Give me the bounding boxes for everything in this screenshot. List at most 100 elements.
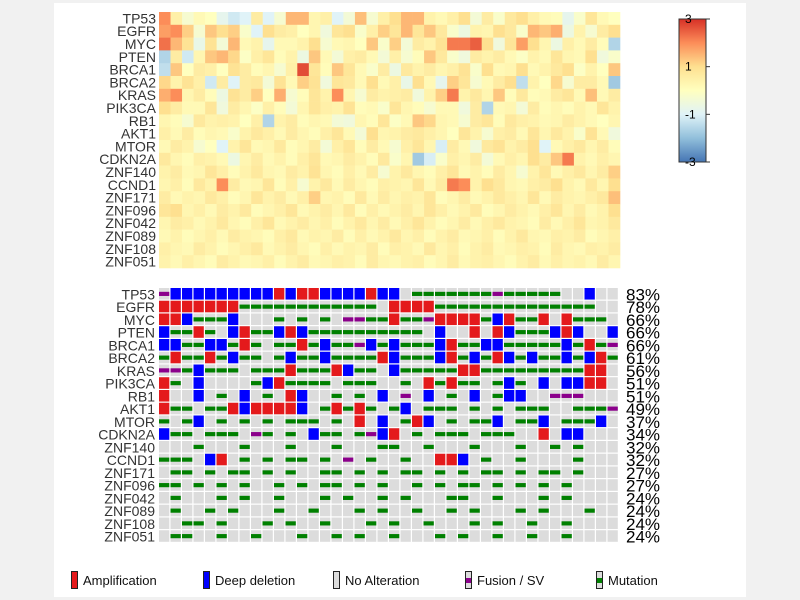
heatmap-cell (366, 255, 379, 269)
heatmap-cell (562, 178, 575, 192)
oncoprint-cell (596, 466, 607, 479)
heatmap-cell (354, 114, 367, 128)
mutation-mark (515, 419, 526, 424)
oncoprint-cell (228, 441, 239, 453)
heatmap-cell (493, 127, 506, 141)
heatmap-cell (366, 216, 379, 230)
heatmap-cell (401, 63, 413, 77)
mutation-mark (469, 508, 480, 513)
heatmap-cell (366, 140, 379, 154)
mutation-mark (515, 457, 526, 462)
oncoprint-cell (607, 453, 618, 466)
oncoprint-cell (469, 466, 480, 479)
mutation-mark (423, 291, 434, 296)
oncoprint-cell (308, 313, 319, 326)
mutation-mark (320, 457, 331, 462)
heatmap-cell (366, 12, 379, 26)
mutation-mark (377, 495, 388, 500)
heatmap-cell (331, 24, 344, 38)
mutation-mark (538, 406, 549, 411)
fusion-mark (492, 291, 503, 296)
oncoprint-cell (354, 517, 365, 530)
oncoprint-cell (446, 466, 457, 479)
heatmap-cell (343, 12, 356, 26)
heatmap-cell (205, 216, 217, 230)
heatmap-cell (573, 216, 586, 230)
mutation-mark (297, 317, 308, 322)
mutation-mark (515, 342, 526, 347)
mutation-mark (400, 470, 411, 475)
heatmap-cell (527, 204, 540, 218)
heatmap-cell (608, 101, 621, 115)
heatmap-cell (539, 140, 552, 154)
heatmap-cell (331, 37, 344, 51)
fusion-mark (607, 406, 618, 411)
oncoprint-row-labels: TP53EGFRMYCPTENBRCA1BRCA2KRASPIK3CARB1AK… (98, 286, 155, 544)
heatmap-cell (389, 165, 402, 179)
heatmap-cell (493, 12, 506, 26)
heatmap-cell (216, 255, 229, 269)
heatmap-cell (343, 24, 356, 38)
mutation-mark (354, 381, 365, 386)
oncoprint-cell (584, 428, 595, 440)
heatmap-cell (216, 204, 229, 218)
amplification-mark (446, 453, 457, 466)
heatmap-cell (424, 255, 436, 269)
heatmap-cell (470, 242, 483, 256)
oncoprint-cell (423, 428, 434, 440)
mutation-mark (389, 330, 400, 335)
oncoprint-label-pten: PTEN (118, 325, 155, 341)
oncoprint-cell (573, 479, 584, 491)
oncoprint-cell (262, 313, 273, 326)
amplification-mark (331, 402, 342, 415)
heatmap-cell (262, 178, 275, 192)
oncoprint-cell (446, 530, 457, 542)
legend-label-amplification: Amplification (83, 572, 157, 588)
mutation-mark (308, 330, 319, 335)
heatmap-cell (320, 76, 333, 90)
oncoprint-cell (584, 453, 595, 466)
oncoprint-cell (159, 504, 170, 517)
heatmap-cell (435, 216, 448, 230)
mutation-mark (515, 291, 526, 296)
mutation-mark (193, 317, 204, 322)
mutation-mark (262, 330, 273, 335)
heatmap-cell (159, 24, 171, 38)
heatmap-cell (320, 37, 333, 51)
heatmap-cell (193, 255, 206, 269)
heatmap-grid (159, 12, 621, 269)
oncoprint-cell (446, 441, 457, 453)
oncoprint-cell (527, 479, 538, 491)
heatmap-cell (596, 140, 609, 154)
mutation-mark (182, 330, 193, 335)
mutation-mark (435, 483, 446, 488)
heatmap-cell (182, 140, 194, 154)
heatmap-cell (274, 63, 287, 77)
heatmap-cell (354, 255, 367, 269)
oncoprint-label-egfr: EGFR (116, 299, 155, 315)
deep-deletion-mark (389, 364, 400, 377)
heatmap-cell (377, 165, 390, 179)
heatmap-cell (504, 88, 517, 102)
deep-deletion-mark (550, 326, 561, 338)
mutation-mark (297, 534, 308, 539)
oncoprint-cell (458, 390, 469, 402)
heatmap-cell (435, 88, 448, 102)
mutation-mark (182, 406, 193, 411)
mutation-mark (182, 368, 193, 373)
oncoprint-cell (561, 466, 572, 479)
oncoprint-cell (435, 415, 446, 428)
heatmap-cell (493, 50, 506, 64)
heatmap-cell (389, 101, 402, 115)
amplification-mark (193, 300, 204, 313)
heatmap-cell (366, 88, 379, 102)
heatmap-cell (297, 63, 310, 77)
heatmap-cell (447, 114, 459, 128)
heatmap-cell (573, 152, 586, 166)
heatmap-cell (274, 114, 287, 128)
oncoprint-percentages: 83%78%66%66%66%61%56%51%51%49%37%34%32%3… (626, 285, 660, 546)
heatmap-cell (377, 127, 390, 141)
heatmap-cell (424, 165, 436, 179)
oncoprint-cell (573, 492, 584, 504)
heatmap-cell (228, 191, 240, 205)
